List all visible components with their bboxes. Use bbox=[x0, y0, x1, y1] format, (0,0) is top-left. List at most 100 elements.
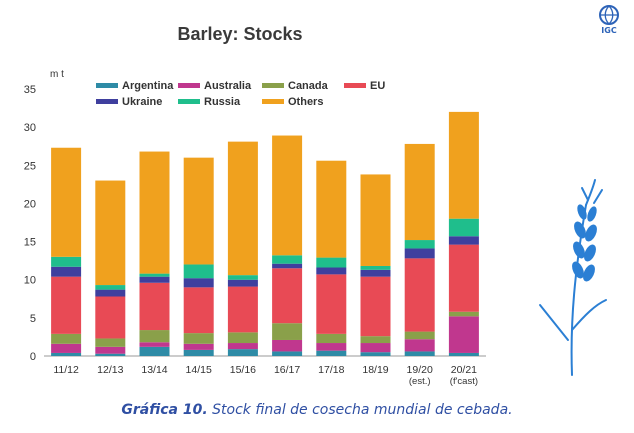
legend-label: Others bbox=[288, 96, 323, 108]
bar-segment-canada bbox=[316, 333, 347, 344]
bar-segment-canada bbox=[404, 331, 435, 340]
legend-swatch-australia bbox=[178, 83, 200, 88]
caption-label: Gráfica 10. bbox=[121, 402, 208, 418]
x-tick-label: 13/14 bbox=[141, 364, 167, 376]
bar-segment-russia bbox=[316, 257, 347, 268]
bar-segment-others bbox=[227, 141, 258, 276]
bar-segment-russia bbox=[360, 265, 391, 270]
bar-segment-ukraine bbox=[448, 236, 479, 245]
bar-segment-australia bbox=[227, 343, 258, 350]
bar-segment-argentina bbox=[316, 350, 347, 356]
bar-segment-australia bbox=[183, 343, 214, 350]
legend-label: Russia bbox=[204, 96, 241, 108]
bar-segment-eu bbox=[139, 282, 170, 331]
legend-swatch-ukraine bbox=[96, 99, 118, 104]
x-tick-label: 20/21 bbox=[451, 364, 477, 376]
bar-segment-canada bbox=[227, 332, 258, 344]
legend-label: Australia bbox=[204, 80, 252, 92]
x-tick-label: 19/20 bbox=[407, 364, 433, 376]
legend-label: EU bbox=[370, 80, 385, 92]
bar-segment-ukraine bbox=[51, 266, 82, 277]
x-tick-label: 11/12 bbox=[53, 364, 79, 376]
bar-segment-others bbox=[139, 151, 170, 274]
y-tick-label: 10 bbox=[24, 275, 36, 287]
bar-segment-canada bbox=[272, 323, 303, 340]
legend: Argentina Australia Canada EU Ukraine Russia O… bbox=[96, 80, 385, 108]
bar-segment-eu bbox=[95, 296, 126, 339]
y-axis-unit-label: m t bbox=[50, 69, 64, 80]
bar-segment-eu bbox=[227, 286, 258, 333]
bar-segment-ukraine bbox=[183, 278, 214, 288]
bar-segment-argentina bbox=[183, 349, 214, 356]
legend-label: Canada bbox=[288, 80, 329, 92]
legend-swatch-others bbox=[262, 99, 284, 104]
x-tick-label: 15/16 bbox=[230, 364, 256, 376]
globe-icon bbox=[599, 5, 619, 25]
bar-segment-canada bbox=[51, 333, 82, 344]
legend-swatch-eu bbox=[344, 83, 366, 88]
bar-segment-russia bbox=[404, 240, 435, 249]
x-tick-label: (est.) bbox=[409, 376, 431, 387]
y-tick-label: 5 bbox=[30, 313, 36, 325]
bar-segment-australia bbox=[95, 346, 126, 354]
bar-segment-eu bbox=[360, 276, 391, 337]
bar-segment-ukraine bbox=[95, 289, 126, 297]
bars bbox=[51, 111, 479, 356]
bar-segment-ukraine bbox=[272, 263, 303, 269]
bar-segment-russia bbox=[183, 264, 214, 279]
bar-segment-australia bbox=[448, 316, 479, 353]
bar-segment-russia bbox=[51, 256, 82, 267]
bar-segment-australia bbox=[316, 343, 347, 351]
legend-swatch-canada bbox=[262, 83, 284, 88]
y-tick-label: 0 bbox=[30, 351, 36, 363]
bar-segment-others bbox=[448, 111, 479, 219]
bar-segment-ukraine bbox=[360, 269, 391, 277]
bar-segment-argentina bbox=[51, 352, 82, 356]
bar-segment-canada bbox=[95, 338, 126, 347]
bar-segment-others bbox=[51, 147, 82, 257]
legend-label: Argentina bbox=[122, 80, 174, 92]
bar-segment-australia bbox=[51, 343, 82, 353]
bar-segment-others bbox=[360, 174, 391, 266]
bar-segment-others bbox=[95, 180, 126, 286]
wheat-ear-icon bbox=[539, 179, 607, 376]
y-tick-label: 35 bbox=[24, 84, 36, 96]
bar-segment-argentina bbox=[139, 346, 170, 356]
bar-segment-russia bbox=[139, 273, 170, 277]
igc-logo: IGC bbox=[594, 4, 624, 36]
bar-segment-argentina bbox=[227, 349, 258, 356]
bar-segment-australia bbox=[404, 339, 435, 352]
y-tick-label: 20 bbox=[24, 198, 36, 210]
bar-segment-others bbox=[272, 135, 303, 256]
bar-segment-eu bbox=[183, 287, 214, 334]
caption-text: Stock final de cosecha mundial de cebada… bbox=[207, 402, 513, 418]
bar-segment-ukraine bbox=[316, 267, 347, 275]
legend-swatch-argentina bbox=[96, 83, 118, 88]
bar-segment-others bbox=[316, 160, 347, 258]
bar-segment-russia bbox=[95, 285, 126, 290]
x-tick-label: 14/15 bbox=[186, 364, 212, 376]
bar-segment-argentina bbox=[272, 351, 303, 356]
figure-caption: Gráfica 10. Stock final de cosecha mundi… bbox=[0, 402, 634, 418]
legend-swatch-russia bbox=[178, 99, 200, 104]
logo-text: IGC bbox=[601, 26, 617, 35]
bar-segment-argentina bbox=[95, 353, 126, 356]
bar-segment-ukraine bbox=[404, 248, 435, 259]
bar-segment-argentina bbox=[404, 351, 435, 356]
bar-segment-eu bbox=[316, 274, 347, 334]
bar-segment-others bbox=[404, 143, 435, 241]
bar-segment-russia bbox=[227, 275, 258, 280]
bar-segment-canada bbox=[139, 330, 170, 343]
legend-label: Ukraine bbox=[122, 96, 162, 108]
bar-segment-eu bbox=[51, 276, 82, 334]
bar-segment-eu bbox=[404, 258, 435, 332]
bar-segment-argentina bbox=[360, 352, 391, 356]
chart-title: Barley: Stocks bbox=[177, 24, 302, 44]
bar-segment-australia bbox=[139, 342, 170, 347]
bar-segment-ukraine bbox=[227, 279, 258, 287]
bar-segment-eu bbox=[448, 244, 479, 312]
x-tick-label: 17/18 bbox=[318, 364, 344, 376]
bar-segment-australia bbox=[272, 339, 303, 352]
x-tick-label: 16/17 bbox=[274, 364, 300, 376]
